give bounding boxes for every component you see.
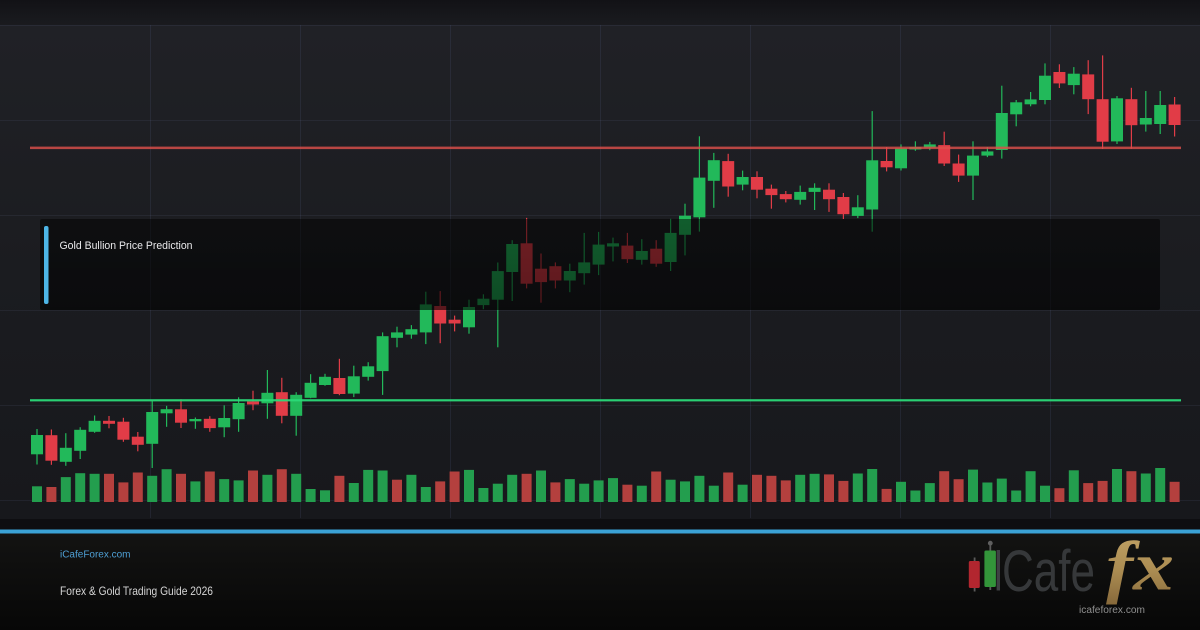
svg-text:fx: fx	[1106, 529, 1174, 606]
svg-text:Forex & Gold Trading Guide 202: Forex & Gold Trading Guide 2026	[60, 584, 213, 598]
svg-text:Gold Bullion Price Prediction: Gold Bullion Price Prediction	[60, 240, 193, 252]
svg-text:icafeforex.com: icafeforex.com	[1079, 605, 1145, 616]
svg-text:Cafe: Cafe	[1002, 539, 1095, 604]
svg-text:iCafeForex.com: iCafeForex.com	[60, 550, 131, 561]
